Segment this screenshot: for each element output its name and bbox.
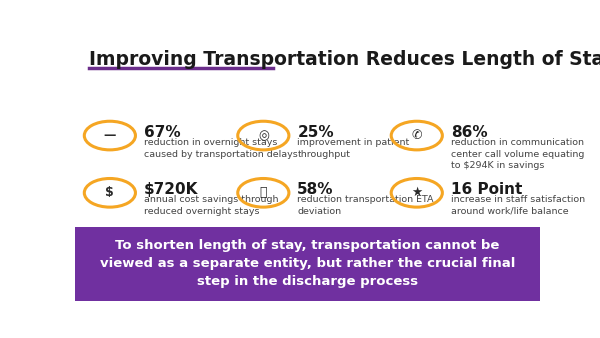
Text: reduction in overnight stays
caused by transportation delays: reduction in overnight stays caused by t… (144, 138, 298, 159)
Text: To shorten length of stay, transportation cannot be
viewed as a separate entity,: To shorten length of stay, transportatio… (100, 239, 515, 288)
Text: reduction in communication
center call volume equating
to $294K in savings: reduction in communication center call v… (451, 138, 584, 170)
Text: $720K: $720K (144, 182, 198, 197)
Text: increase in staff satisfaction
around work/life balance: increase in staff satisfaction around wo… (451, 195, 585, 216)
Text: Improving Transportation Reduces Length of Stay: Improving Transportation Reduces Length … (89, 50, 600, 69)
Text: ★: ★ (411, 186, 422, 199)
FancyBboxPatch shape (75, 227, 540, 301)
Text: ✆: ✆ (412, 129, 422, 142)
Text: annual cost savings through
reduced overnight stays: annual cost savings through reduced over… (144, 195, 278, 216)
Text: 16 Point: 16 Point (451, 182, 522, 197)
Text: ⦿: ⦿ (260, 186, 267, 199)
Text: $: $ (106, 186, 114, 199)
Text: reduction transportation ETA
deviation: reduction transportation ETA deviation (297, 195, 434, 216)
Text: ◎: ◎ (258, 129, 269, 142)
Text: 25%: 25% (297, 125, 334, 140)
Text: 58%: 58% (297, 182, 334, 197)
Text: —: — (104, 129, 116, 142)
Text: improvement in patient
throughput: improvement in patient throughput (297, 138, 410, 159)
Text: 67%: 67% (144, 125, 181, 140)
Text: 86%: 86% (451, 125, 487, 140)
